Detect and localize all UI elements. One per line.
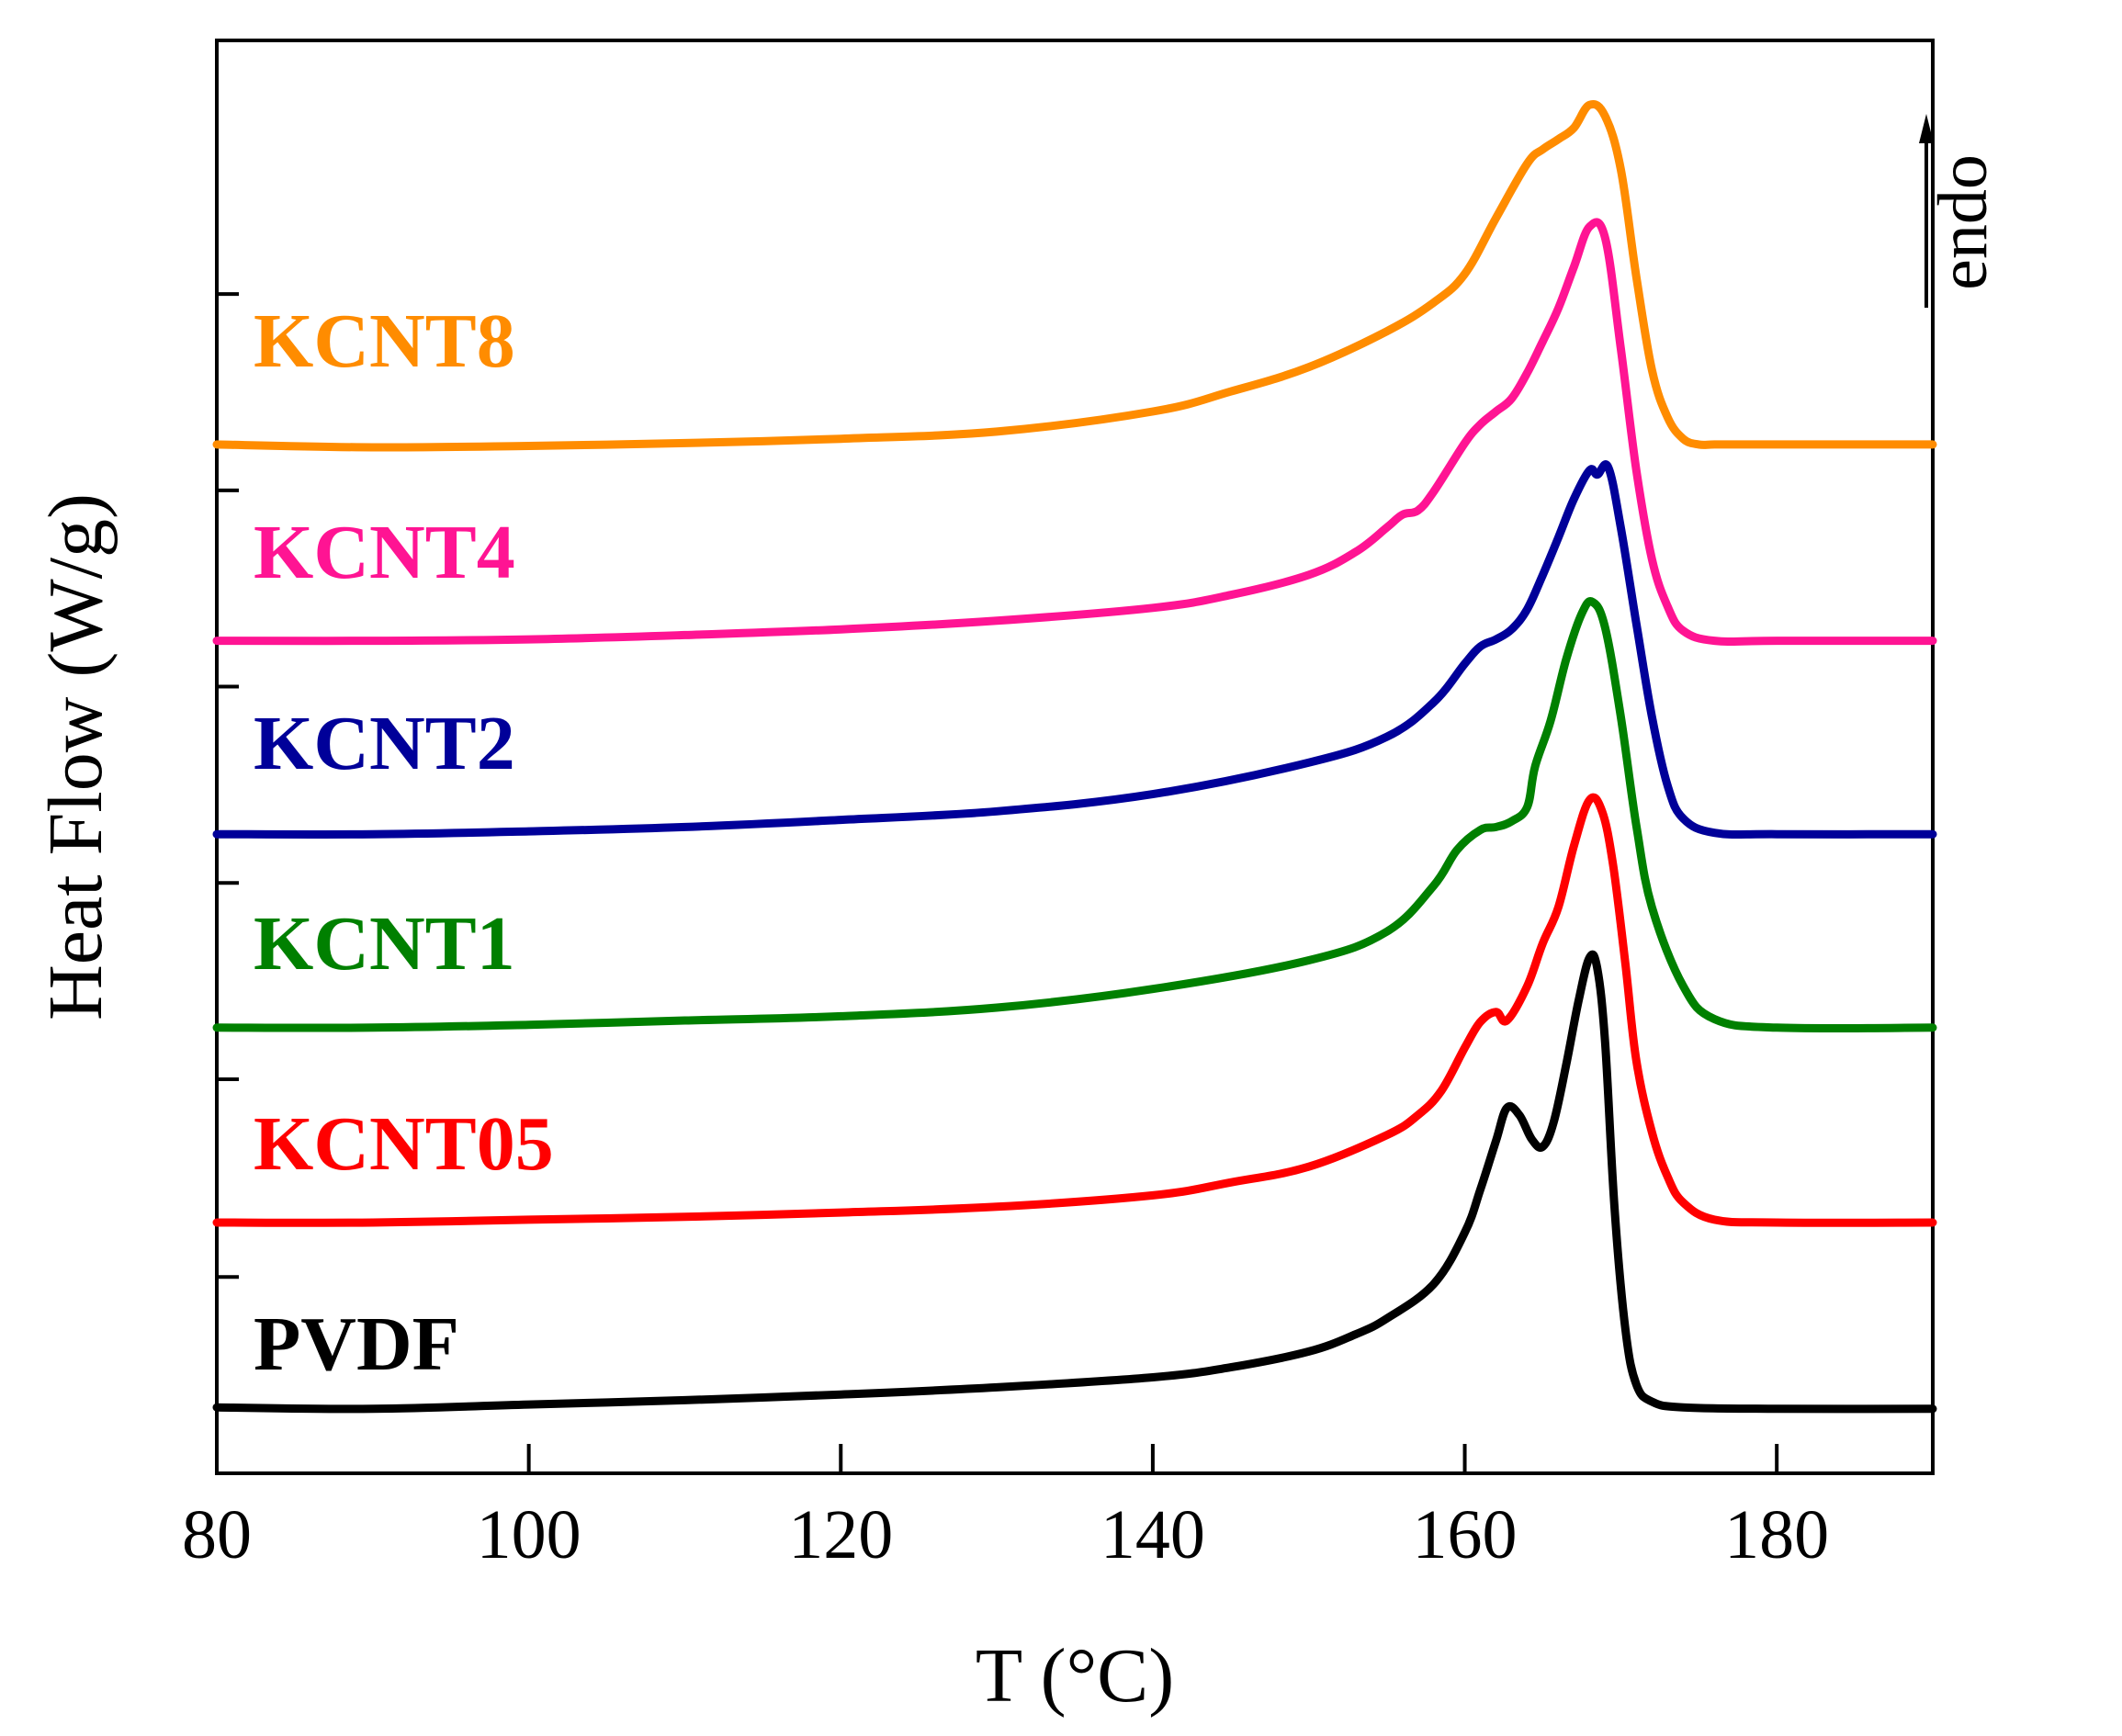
series-label-kcnt05: KCNT05 bbox=[254, 1101, 554, 1187]
x-tick-label-180: 180 bbox=[1724, 1496, 1829, 1573]
endo-arrow-head bbox=[1919, 114, 1934, 143]
x-tick-label-100: 100 bbox=[477, 1496, 581, 1573]
endo-annotation: endo bbox=[1919, 114, 2002, 308]
series-label-kcnt4: KCNT4 bbox=[254, 510, 515, 595]
y-axis-title: Heat Flow (W/g) bbox=[33, 493, 119, 1020]
series-label-pvdf: PVDF bbox=[254, 1302, 459, 1387]
series-line-kcnt4 bbox=[212, 218, 1937, 646]
series-label-kcnt2: KCNT2 bbox=[254, 701, 515, 786]
series-label-kcnt8: KCNT8 bbox=[254, 299, 515, 384]
plot-frame bbox=[215, 39, 1935, 1475]
endo-label: endo bbox=[1924, 154, 2002, 290]
x-tick-label-140: 140 bbox=[1101, 1496, 1205, 1573]
x-tick-label-80: 80 bbox=[182, 1496, 252, 1573]
series-line-kcnt8 bbox=[212, 99, 1937, 452]
series-line-pvdf bbox=[212, 950, 1937, 1414]
series-label-kcnt1: KCNT1 bbox=[254, 901, 515, 986]
x-tick-label-160: 160 bbox=[1413, 1496, 1518, 1573]
series-group bbox=[212, 99, 1937, 1414]
series-line-kcnt1 bbox=[212, 597, 1937, 1033]
series-line-kcnt2 bbox=[212, 460, 1937, 840]
x-axis-title: T (°C) bbox=[976, 1633, 1174, 1719]
series-labels: PVDF KCNT05 KCNT1 KCNT2 KCNT4 KCNT8 bbox=[254, 299, 554, 1387]
axis-ticks: 80 100 120 140 160 180 bbox=[182, 292, 1829, 1573]
series-line-kcnt05 bbox=[212, 793, 1937, 1227]
x-tick-label-120: 120 bbox=[788, 1496, 893, 1573]
